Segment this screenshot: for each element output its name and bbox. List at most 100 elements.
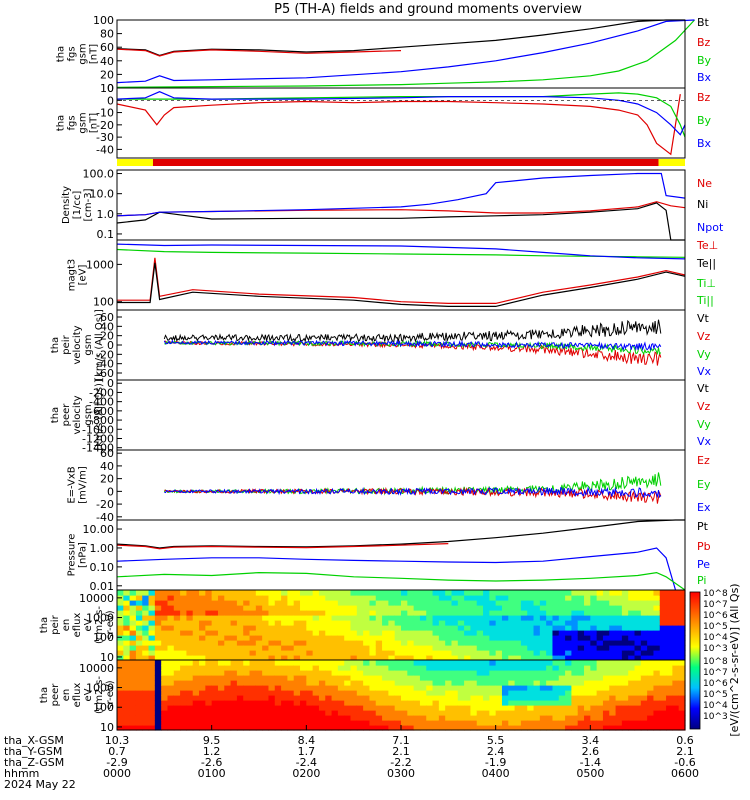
spectrogram-cell — [123, 605, 131, 611]
spectrogram-cell — [419, 595, 427, 601]
spectrogram-cell — [666, 710, 673, 716]
spectrogram-cell — [217, 645, 225, 651]
spectrogram-cell — [621, 645, 629, 651]
spectrogram-cell — [495, 700, 503, 706]
spectrogram-cell — [318, 625, 326, 631]
spectrogram-cell — [123, 690, 131, 696]
series-density-ni — [116, 202, 685, 241]
spectrogram-cell — [666, 705, 673, 711]
spectrogram-cell — [375, 715, 383, 721]
spectrogram-cell — [476, 600, 484, 606]
spectrogram-cell — [602, 695, 610, 701]
spectrogram-cell — [331, 705, 339, 711]
spectrogram-cell — [634, 605, 642, 611]
y-axis-label: magt3 — [67, 259, 78, 292]
spectrogram-cell — [262, 605, 270, 611]
spectrogram-cell — [647, 725, 655, 731]
spectrogram-cell — [546, 640, 554, 646]
spectrogram-cell — [476, 635, 484, 641]
spectrogram-cell — [596, 595, 604, 601]
spectrogram-cell — [640, 705, 648, 711]
spectrogram-cell — [224, 680, 232, 686]
x-row-label: tha_Y-GSM — [4, 745, 62, 758]
spectrogram-cell — [419, 670, 427, 676]
spectrogram-cell — [192, 720, 200, 726]
spectrogram-cell — [621, 590, 629, 596]
panel-mode_bar — [117, 159, 685, 166]
spectrogram-cell — [344, 590, 352, 596]
spectrogram-cell — [438, 605, 446, 611]
spectrogram-cell — [350, 715, 358, 721]
spectrogram-cell — [647, 595, 655, 601]
spectrogram-cell — [634, 630, 642, 636]
spectrogram-cell — [167, 605, 175, 611]
spectrogram-cell — [363, 710, 371, 716]
spectrogram-cell — [457, 725, 465, 731]
spectrogram-cell — [243, 590, 251, 596]
spectrogram-cell — [495, 710, 503, 716]
spectrogram-cell — [577, 590, 585, 596]
spectrogram-cell — [489, 690, 497, 696]
y-tick-label: 10.0 — [90, 188, 115, 201]
spectrogram-cell — [135, 700, 143, 706]
spectrogram-cell — [577, 640, 585, 646]
spectrogram-cell — [268, 640, 276, 646]
spectrogram-cell — [375, 660, 383, 666]
spectrogram-cell — [401, 720, 408, 726]
spectrogram-cell — [476, 705, 484, 711]
spectrogram-cell — [167, 645, 175, 651]
spectrogram-cell — [470, 715, 478, 721]
spectrogram-cell — [331, 710, 339, 716]
spectrogram-cell — [356, 610, 364, 616]
spectrogram-cell — [552, 690, 560, 696]
spectrogram-cell — [666, 605, 673, 611]
spectrogram-cell — [306, 605, 314, 611]
spectrogram-cell — [470, 690, 478, 696]
spectrogram-cell — [432, 720, 440, 726]
spectrogram-cell — [300, 595, 307, 601]
spectrogram-cell — [306, 635, 314, 641]
spectrogram-cell — [135, 630, 143, 636]
spectrogram-cell — [154, 635, 162, 641]
spectrogram-cell — [413, 635, 421, 641]
spectrogram-cell — [659, 615, 667, 621]
spectrogram-cell — [678, 640, 686, 646]
spectrogram-cell — [672, 610, 680, 616]
spectrogram-cell — [432, 655, 440, 661]
spectrogram-cell — [337, 645, 345, 651]
spectrogram-cell — [255, 700, 263, 706]
spectrogram-cell — [281, 660, 288, 666]
spectrogram-cell — [129, 625, 137, 631]
spectrogram-cell — [192, 660, 200, 666]
legend-pressure-2: Pe — [697, 558, 710, 571]
spectrogram-cell — [287, 670, 295, 676]
spectrogram-cell — [628, 595, 636, 601]
spectrogram-cell — [590, 650, 598, 656]
spectrogram-cell — [520, 650, 528, 656]
spectrogram-cell — [476, 590, 484, 596]
spectrogram-cell — [672, 705, 680, 711]
spectrogram-cell — [401, 680, 408, 686]
spectrogram-cell — [161, 640, 169, 646]
spectrogram-cell — [672, 595, 680, 601]
spectrogram-cell — [287, 710, 295, 716]
spectrogram-cell — [249, 590, 257, 596]
spectrogram-cell — [249, 715, 257, 721]
spectrogram-cell — [154, 645, 162, 651]
spectrogram-cell — [527, 680, 535, 686]
spectrogram-cell — [154, 600, 162, 606]
spectrogram-cell — [129, 665, 137, 671]
spectrogram-cell — [274, 625, 282, 631]
spectrogram-cell — [432, 640, 440, 646]
spectrogram-cell — [577, 685, 585, 691]
spectrogram-cell — [634, 590, 642, 596]
spectrogram-cell — [148, 725, 156, 731]
y-axis-label: peir — [61, 334, 72, 354]
spectrogram-cell — [211, 645, 219, 651]
spectrogram-cell — [672, 670, 680, 676]
spectrogram-cell — [161, 670, 169, 676]
spectrogram-cell — [609, 600, 617, 606]
spectrogram-cell — [148, 650, 156, 656]
spectrogram-cell — [394, 600, 402, 606]
spectrogram-cell — [173, 710, 181, 716]
